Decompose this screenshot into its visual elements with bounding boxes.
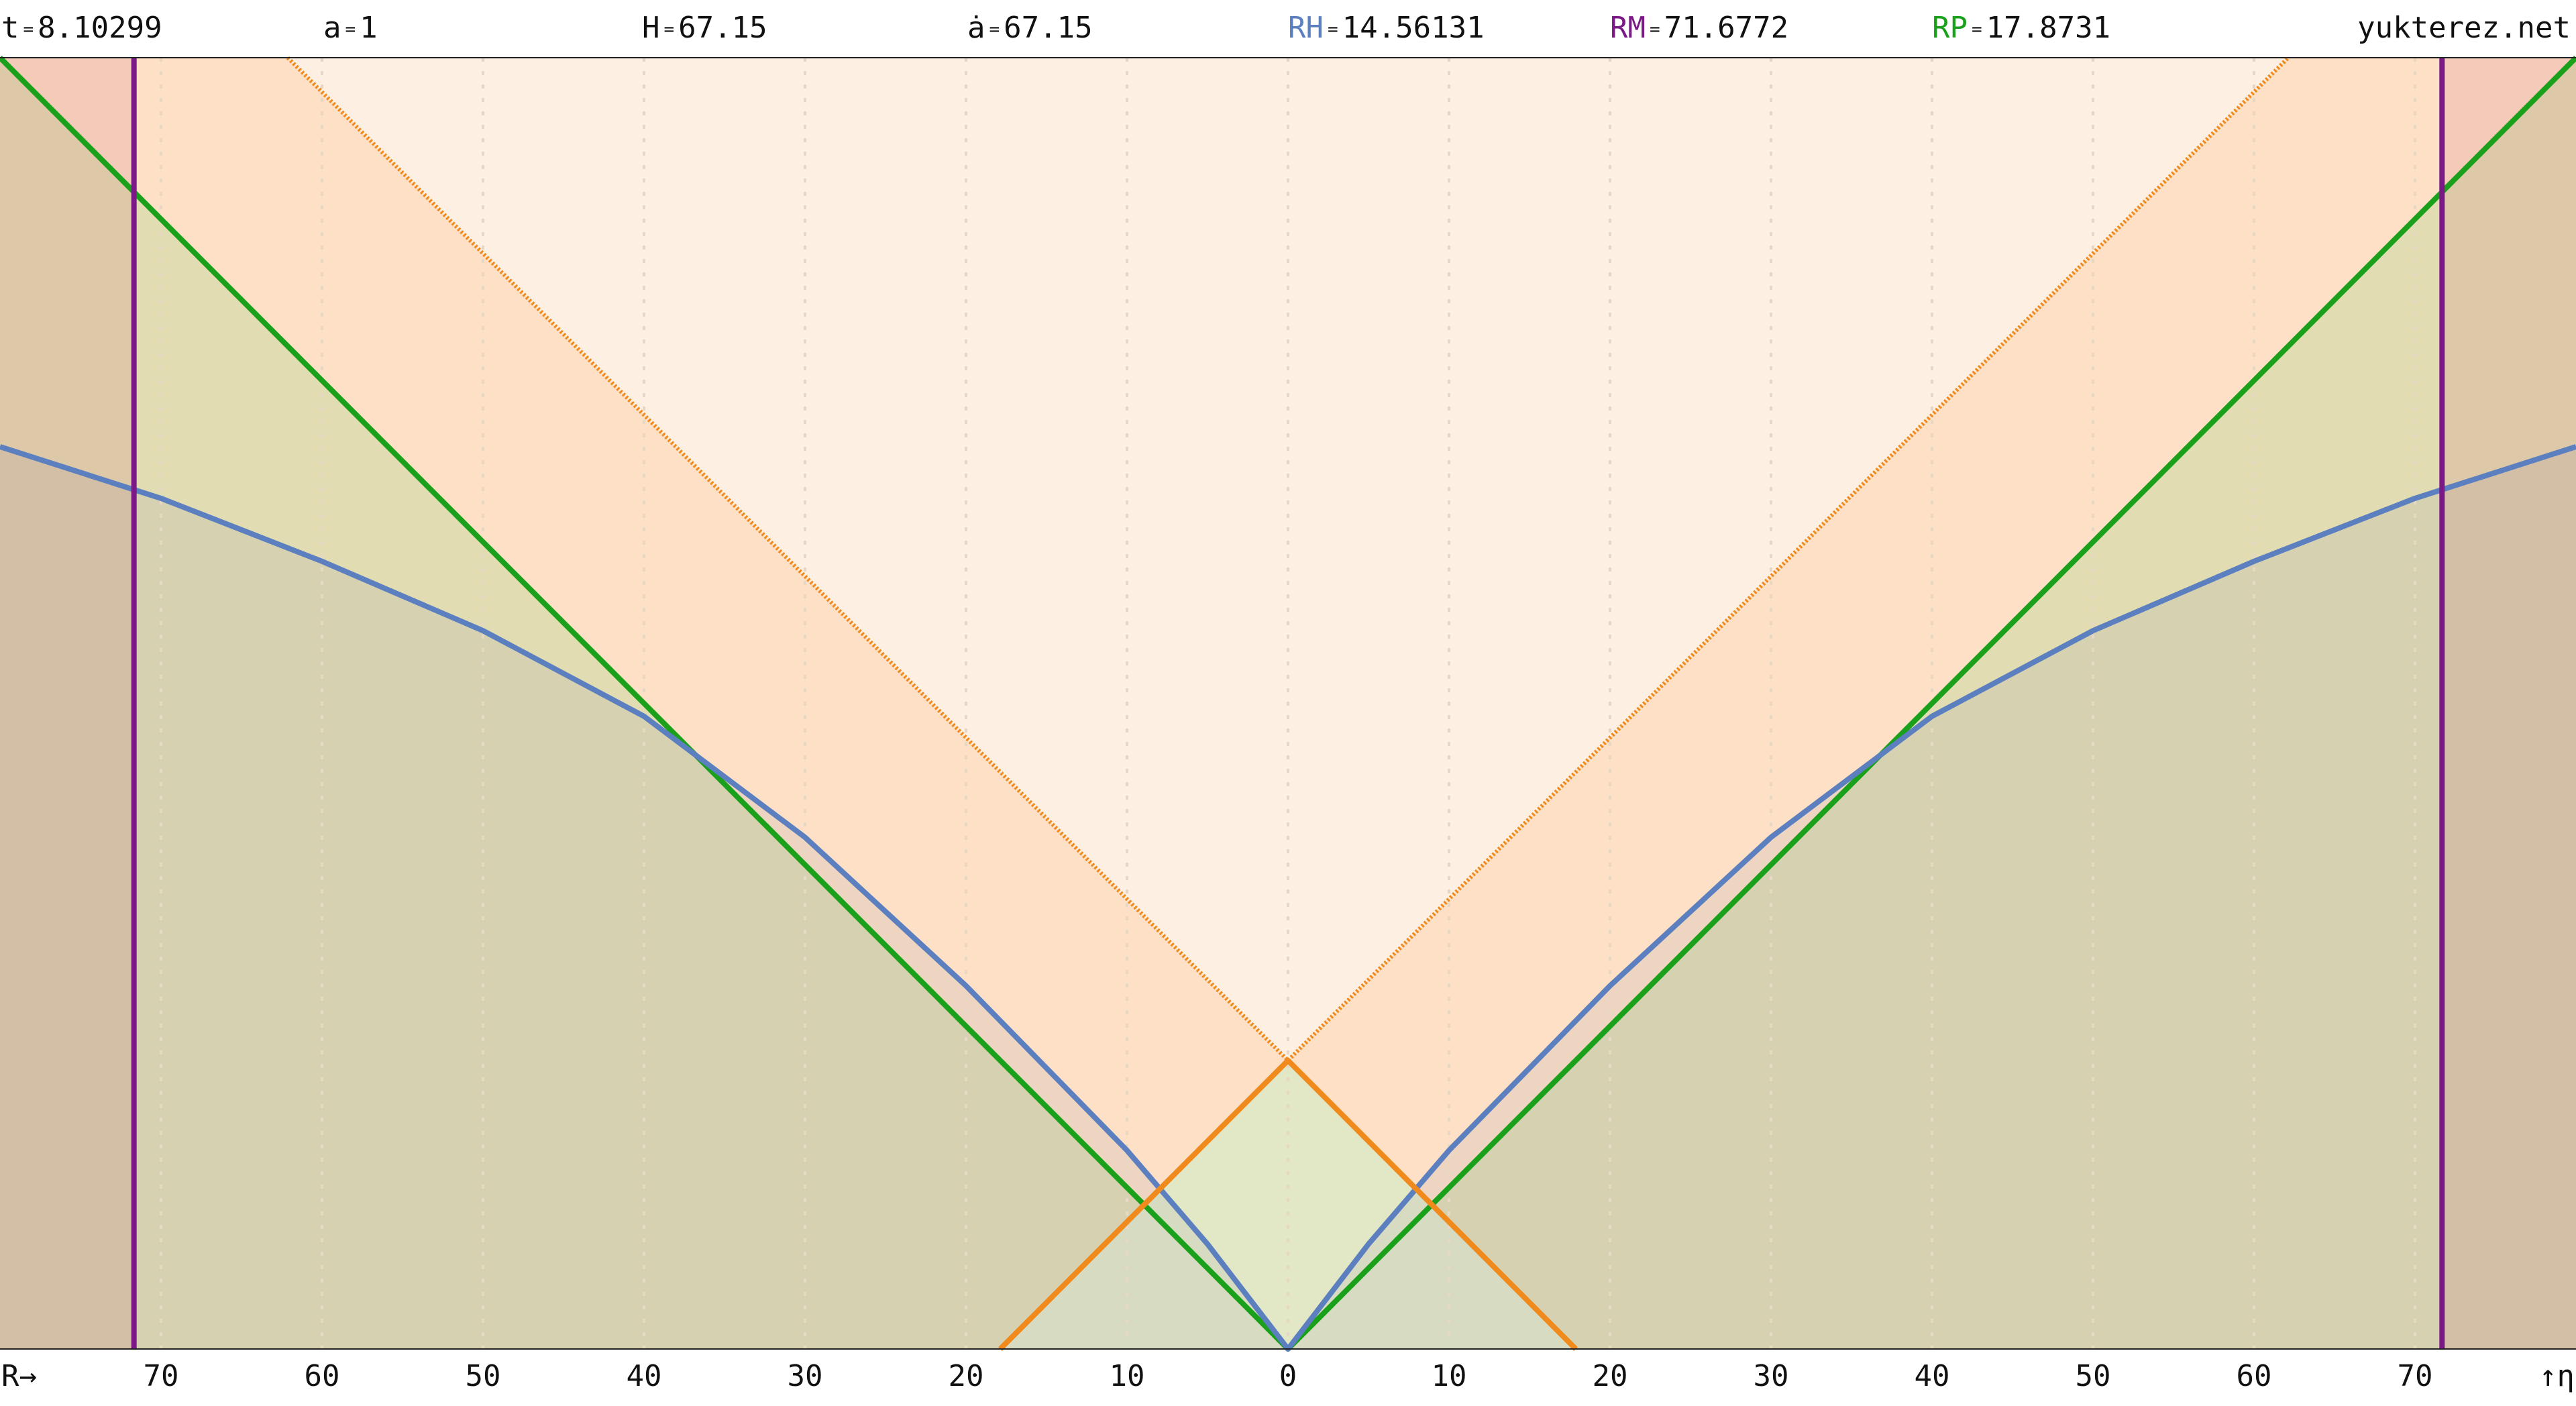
header-label: H <box>642 11 660 45</box>
header-item: RM = 71.6772 <box>1610 11 1788 45</box>
labels: t = 8.10299 a = 1 H = 67.15 ȧ = 67.15 RH = 14.56131 RM =… <box>1 11 2575 1393</box>
x-tick-label: 40 <box>627 1359 662 1393</box>
grid <box>160 58 2416 1349</box>
x-tick-label: 30 <box>788 1359 823 1393</box>
header-item: ȧ = 67.15 <box>967 11 1093 45</box>
header-item: t = 8.10299 <box>1 11 162 45</box>
header-item: H = 67.15 <box>642 11 767 45</box>
header-label: RH <box>1288 11 1324 45</box>
header-label: RP <box>1932 11 1968 45</box>
outer-region <box>2442 58 2576 1349</box>
header-sep: = <box>345 19 356 40</box>
x-tick-label: 40 <box>1915 1359 1950 1393</box>
header-label: RM <box>1610 11 1646 45</box>
header-label: a <box>323 11 341 45</box>
header-label: ȧ <box>967 11 985 45</box>
header-value: 67.15 <box>678 11 767 45</box>
header-value: 17.8731 <box>1986 11 2110 45</box>
x-tick-label: 10 <box>1432 1359 1467 1393</box>
header-value: 8.10299 <box>38 11 162 45</box>
header-value: 67.15 <box>1004 11 1092 45</box>
series-line <box>286 56 2290 1063</box>
x-tick-label: 20 <box>1593 1359 1628 1393</box>
x-axis-label: R→ <box>1 1359 37 1393</box>
header-sep: = <box>1650 19 1660 40</box>
x-tick-label: 20 <box>949 1359 984 1393</box>
x-tick-label: 70 <box>2398 1359 2433 1393</box>
header-value: 71.6772 <box>1664 11 1788 45</box>
below-hubble-region <box>0 446 2576 1349</box>
header-value: 1 <box>360 11 378 45</box>
x-tick-label: 50 <box>2076 1359 2111 1393</box>
header-value: 14.56131 <box>1342 11 1485 45</box>
outer-region <box>0 58 134 1349</box>
header-item: a = 1 <box>323 11 378 45</box>
header-item: RH = 14.56131 <box>1288 11 1485 45</box>
x-tick-label: 70 <box>144 1359 179 1393</box>
x-tick-label: 60 <box>305 1359 340 1393</box>
y-axis-label: ↑η <box>2539 1359 2575 1393</box>
watermark: yukterez.net <box>2357 11 2571 45</box>
header-sep: = <box>1972 19 1982 40</box>
x-tick-label: 60 <box>2237 1359 2272 1393</box>
x-tick-label: 30 <box>1754 1359 1789 1393</box>
header-sep: = <box>989 19 1000 40</box>
header-sep: = <box>1328 19 1338 40</box>
x-tick-label: 10 <box>1110 1359 1145 1393</box>
series-line <box>998 1057 1578 1351</box>
x-tick-label: 0 <box>1279 1359 1297 1393</box>
header-item: RP = 17.8731 <box>1932 11 2110 45</box>
header-sep: = <box>664 19 675 40</box>
header-sep: = <box>23 19 34 40</box>
x-tick-label: 50 <box>466 1359 501 1393</box>
header-label: t <box>1 11 19 45</box>
